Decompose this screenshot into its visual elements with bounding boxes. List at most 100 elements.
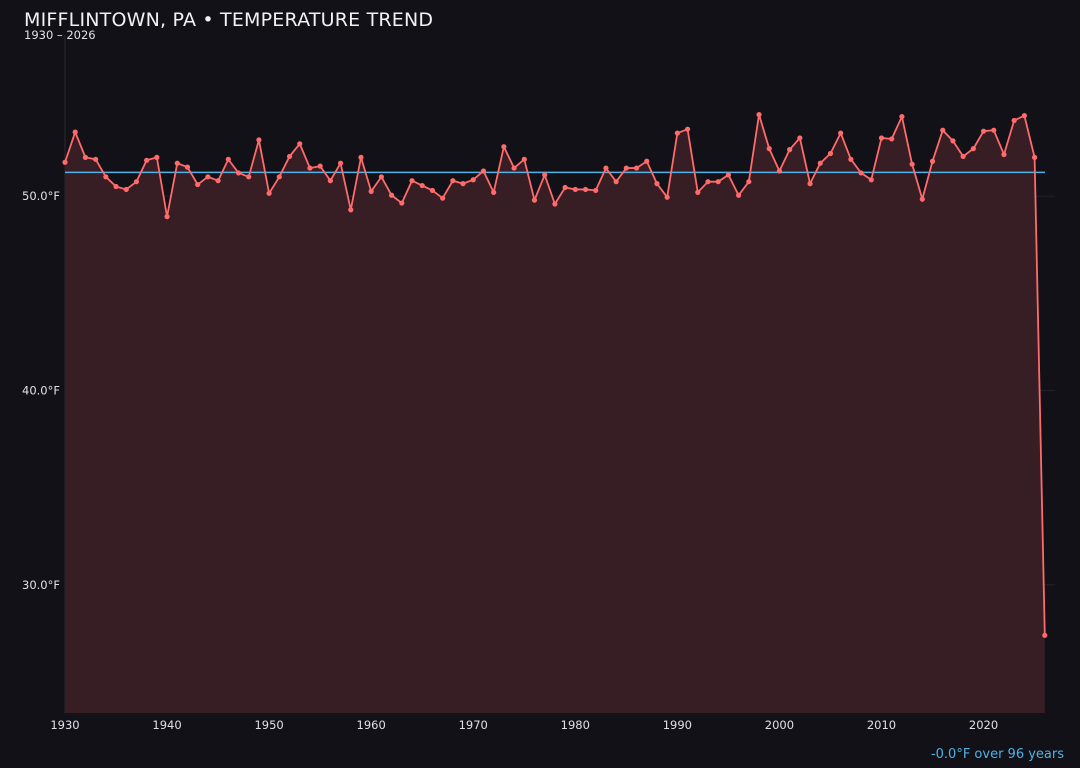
data-point	[123, 186, 129, 193]
y-tick-label: 30.0°F	[22, 578, 60, 592]
data-point	[1011, 117, 1017, 124]
data-point	[246, 174, 252, 180]
data-point	[736, 192, 742, 198]
data-point	[144, 157, 150, 163]
data-point	[450, 178, 456, 184]
data-point	[72, 129, 78, 135]
data-point	[501, 144, 507, 150]
x-tick-label: 2010	[867, 718, 896, 732]
data-point	[491, 189, 497, 195]
data-point	[154, 154, 160, 160]
data-point	[480, 168, 487, 174]
data-point	[705, 179, 711, 185]
data-point	[1021, 113, 1027, 119]
data-point	[307, 165, 313, 171]
data-point	[62, 159, 68, 165]
x-tick-label: 1930	[50, 718, 79, 732]
data-point	[225, 156, 231, 162]
x-tick-label: 1970	[459, 718, 488, 732]
data-point	[286, 153, 293, 160]
series-area	[65, 114, 1045, 713]
data-point	[1042, 632, 1048, 638]
data-point	[684, 126, 691, 132]
data-point	[919, 196, 925, 202]
data-point	[848, 156, 854, 162]
data-point	[399, 200, 405, 206]
data-point	[174, 160, 180, 166]
data-point	[929, 158, 936, 164]
data-point	[582, 186, 589, 193]
data-point	[572, 186, 578, 193]
data-point	[327, 178, 333, 184]
x-tick-label: 1960	[357, 718, 386, 732]
data-point	[440, 195, 446, 201]
data-point	[664, 194, 670, 200]
data-point	[133, 179, 140, 185]
data-point	[276, 174, 282, 180]
y-tick-label: 50.0°F	[22, 189, 60, 203]
data-point	[337, 160, 344, 166]
data-point	[827, 150, 834, 157]
x-tick-label: 1950	[254, 718, 283, 732]
x-tick-label: 2020	[969, 718, 998, 732]
data-point	[388, 192, 395, 198]
data-point	[991, 127, 997, 133]
data-point	[960, 153, 966, 160]
data-point	[205, 174, 211, 180]
data-point	[358, 154, 364, 160]
data-point	[756, 112, 762, 118]
data-point	[113, 183, 119, 190]
data-point	[82, 154, 89, 160]
data-point	[766, 146, 772, 152]
data-point	[184, 164, 191, 170]
data-point	[103, 174, 109, 180]
data-point	[470, 177, 476, 183]
data-point	[623, 165, 629, 171]
data-point	[909, 161, 915, 167]
data-point	[419, 182, 425, 189]
data-point	[878, 135, 885, 141]
data-point	[603, 165, 609, 171]
data-point	[889, 136, 895, 142]
data-point	[950, 138, 956, 144]
trend-summary: -0.0°F over 96 years	[930, 747, 1064, 762]
data-point	[552, 201, 558, 207]
data-point	[644, 158, 650, 164]
data-point	[1001, 151, 1007, 158]
data-point	[674, 130, 680, 136]
data-point	[542, 172, 548, 178]
data-point	[521, 156, 527, 162]
data-point	[368, 188, 374, 194]
data-point	[797, 135, 803, 141]
data-point	[838, 130, 844, 136]
data-point	[725, 172, 732, 178]
data-point	[695, 189, 701, 195]
data-point	[215, 178, 221, 184]
data-point	[776, 168, 783, 174]
data-point	[562, 184, 568, 191]
data-point	[348, 207, 354, 213]
data-point	[613, 179, 619, 185]
data-point	[256, 137, 262, 143]
data-point	[746, 179, 752, 185]
data-point	[715, 179, 721, 185]
data-point	[868, 177, 874, 183]
x-tick-label: 1990	[663, 718, 692, 732]
data-point	[787, 147, 793, 153]
data-point	[1031, 154, 1038, 160]
chart-subtitle: 1930 – 2026	[24, 28, 96, 42]
data-point	[899, 113, 905, 120]
data-point	[654, 181, 660, 187]
x-tick-label: 1940	[152, 718, 181, 732]
data-point	[460, 181, 466, 187]
data-point	[164, 214, 170, 220]
x-tick-label: 1980	[561, 718, 590, 732]
data-point	[93, 156, 99, 162]
data-point	[970, 146, 976, 152]
data-point	[511, 165, 517, 171]
data-point	[817, 160, 823, 166]
data-point	[633, 165, 640, 171]
chart-title: MIFFLINTOWN, PA • TEMPERATURE TREND	[24, 9, 434, 31]
data-point	[297, 141, 303, 147]
